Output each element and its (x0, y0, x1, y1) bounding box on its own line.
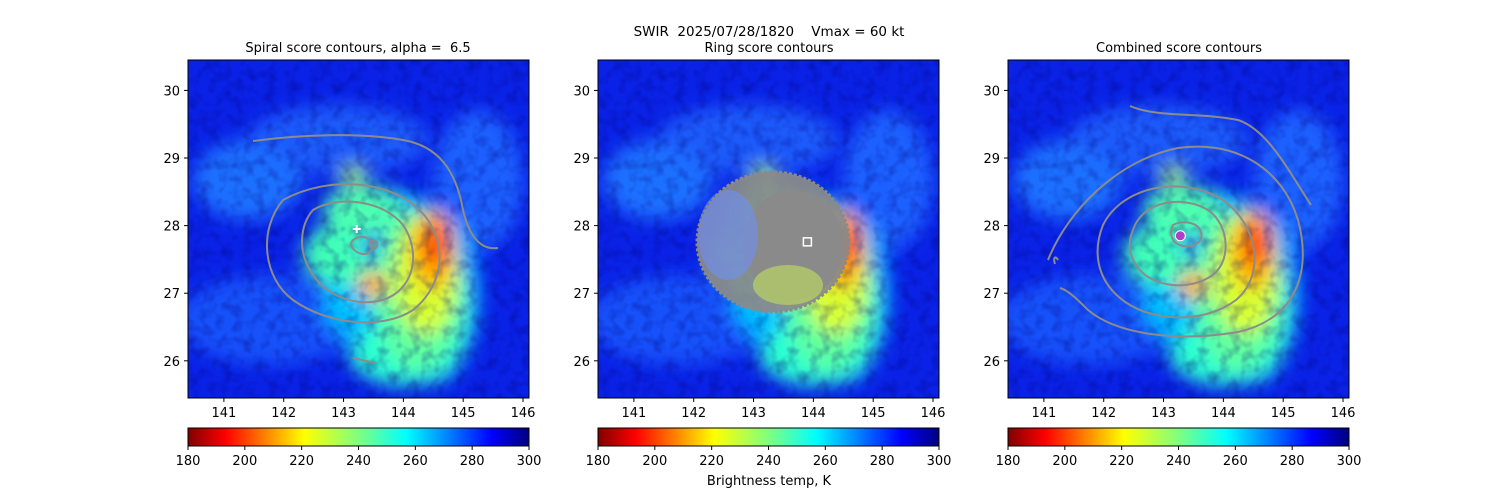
score-contours (1047, 105, 1312, 338)
center-marker (802, 237, 813, 247)
colorbar (187, 427, 530, 447)
colorbar-tick-label: 260 (1223, 454, 1248, 469)
y-tick-label: 26 (983, 355, 1000, 370)
y-tick-label: 30 (983, 84, 1000, 99)
panel-combined: Combined score contours 141 142 143 144 145 1… (983, 41, 1361, 469)
y-tick-label: 26 (163, 355, 180, 370)
center-marker (1174, 230, 1186, 242)
x-tick-label: 143 (1151, 406, 1176, 421)
x-tick-label: 146 (1331, 406, 1356, 421)
colorbar-tick-label: 260 (813, 454, 838, 469)
panel-title: Spiral score contours, alpha = 6.5 (245, 41, 470, 56)
y-tick-label: 26 (573, 355, 590, 370)
colorbar-tick-label: 200 (642, 454, 667, 469)
panel-title: Combined score contours (1096, 41, 1262, 56)
colorbar-tick-label: 200 (1052, 454, 1077, 469)
x-tick-label: 146 (921, 406, 946, 421)
colorbar-tick-label: 180 (586, 454, 611, 469)
x-tick-label: 141 (211, 406, 236, 421)
x-tick-label: 144 (1211, 406, 1236, 421)
colorbar (1007, 427, 1350, 447)
brightness-temp-image (998, 60, 1349, 398)
colorbar-tick-label: 300 (927, 454, 952, 469)
figure-suptitle: SWIR 2025/07/28/1820 Vmax = 60 kt (634, 24, 905, 40)
colorbar-tick-label: 300 (1337, 454, 1362, 469)
x-tick-label: 146 (511, 406, 536, 421)
colorbar-tick-label: 220 (1109, 454, 1134, 469)
panel-ring: Ring score contours 141 142 143 144 145 146 26… (573, 41, 951, 489)
x-tick-label: 142 (271, 406, 296, 421)
x-tick-label: 141 (621, 406, 646, 421)
colorbar-tick-label: 180 (176, 454, 201, 469)
x-tick-label: 145 (451, 406, 476, 421)
colorbar (597, 427, 940, 447)
colorbar-tick-label: 200 (232, 454, 257, 469)
y-tick-label: 27 (163, 287, 180, 302)
y-tick-label: 29 (573, 152, 590, 167)
panel-spiral: Spiral score contours, alpha = 6.5 141 14… (163, 41, 541, 469)
colorbar-tick-label: 280 (870, 454, 895, 469)
colorbar-tick-label: 240 (1166, 454, 1191, 469)
x-tick-label: 143 (331, 406, 356, 421)
colorbar-tick-label: 220 (699, 454, 724, 469)
y-tick-label: 29 (983, 152, 1000, 167)
x-tick-label: 141 (1031, 406, 1056, 421)
colorbar-tick-label: 240 (346, 454, 371, 469)
colorbar-tick-label: 180 (996, 454, 1021, 469)
x-tick-label: 145 (861, 406, 886, 421)
panel-title: Ring score contours (704, 41, 833, 56)
x-tick-label: 145 (1271, 406, 1296, 421)
colorbar-tick-label: 220 (289, 454, 314, 469)
y-tick-label: 30 (163, 84, 180, 99)
y-tick-label: 28 (983, 220, 1000, 235)
center-marker (368, 239, 379, 250)
x-tick-label: 142 (1091, 406, 1116, 421)
y-tick-label: 27 (573, 287, 590, 302)
y-tick-label: 30 (573, 84, 590, 99)
colorbar-label: Brightness temp, K (707, 474, 832, 489)
score-contours (252, 134, 499, 364)
colorbar-tick-label: 280 (1280, 454, 1305, 469)
x-tick-label: 143 (741, 406, 766, 421)
y-tick-label: 27 (983, 287, 1000, 302)
ring-score-region (695, 170, 851, 314)
colorbar-tick-label: 300 (517, 454, 542, 469)
first-guess-marker (352, 225, 361, 233)
x-tick-label: 142 (681, 406, 706, 421)
colorbar-tick-label: 280 (460, 454, 485, 469)
x-tick-label: 144 (391, 406, 416, 421)
y-tick-label: 28 (163, 220, 180, 235)
y-tick-label: 28 (573, 220, 590, 235)
colorbar-tick-label: 260 (403, 454, 428, 469)
x-tick-label: 144 (801, 406, 826, 421)
colorbar-tick-label: 240 (756, 454, 781, 469)
y-tick-label: 29 (163, 152, 180, 167)
